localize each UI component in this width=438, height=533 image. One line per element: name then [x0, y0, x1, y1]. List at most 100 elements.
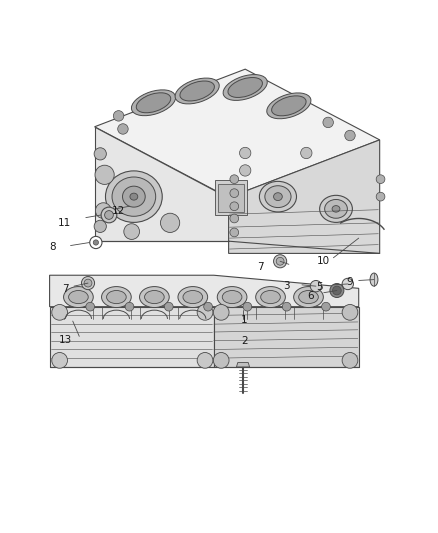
- Text: 13: 13: [59, 335, 72, 345]
- Ellipse shape: [274, 193, 283, 200]
- Circle shape: [197, 304, 213, 320]
- Polygon shape: [49, 275, 359, 306]
- Circle shape: [332, 286, 341, 295]
- Ellipse shape: [293, 287, 323, 308]
- Ellipse shape: [272, 96, 306, 116]
- Circle shape: [300, 147, 312, 159]
- Ellipse shape: [175, 78, 219, 104]
- Text: 7: 7: [62, 284, 69, 294]
- Circle shape: [93, 240, 99, 245]
- Ellipse shape: [370, 273, 378, 286]
- Circle shape: [90, 236, 102, 248]
- Circle shape: [84, 279, 92, 287]
- Circle shape: [95, 203, 111, 219]
- Polygon shape: [218, 183, 244, 212]
- Circle shape: [52, 304, 67, 320]
- Ellipse shape: [180, 81, 215, 101]
- Text: 6: 6: [307, 291, 314, 301]
- Circle shape: [230, 202, 239, 211]
- Circle shape: [95, 165, 114, 184]
- Circle shape: [342, 304, 358, 320]
- Circle shape: [230, 175, 239, 183]
- Text: 9: 9: [346, 277, 353, 287]
- Circle shape: [213, 304, 229, 320]
- Circle shape: [94, 148, 106, 160]
- Circle shape: [323, 117, 333, 128]
- Circle shape: [101, 207, 117, 223]
- Circle shape: [230, 214, 239, 223]
- Ellipse shape: [217, 287, 247, 308]
- Circle shape: [342, 278, 353, 289]
- Polygon shape: [49, 306, 214, 367]
- Ellipse shape: [183, 290, 203, 304]
- Circle shape: [330, 284, 344, 297]
- Ellipse shape: [140, 287, 169, 308]
- Circle shape: [310, 280, 321, 292]
- Text: 7: 7: [257, 262, 264, 271]
- Ellipse shape: [256, 287, 286, 308]
- Circle shape: [243, 302, 252, 311]
- Text: 8: 8: [49, 242, 56, 252]
- Polygon shape: [95, 69, 380, 198]
- Ellipse shape: [332, 206, 340, 212]
- Text: 5: 5: [316, 282, 323, 293]
- Circle shape: [105, 211, 113, 220]
- Ellipse shape: [178, 287, 208, 308]
- Circle shape: [204, 302, 212, 311]
- Circle shape: [240, 165, 251, 176]
- Ellipse shape: [261, 290, 280, 304]
- Ellipse shape: [228, 77, 262, 98]
- Ellipse shape: [69, 290, 88, 304]
- Circle shape: [276, 257, 284, 265]
- Ellipse shape: [136, 93, 171, 113]
- Circle shape: [345, 130, 355, 141]
- Polygon shape: [237, 362, 250, 367]
- Ellipse shape: [112, 177, 155, 216]
- Circle shape: [376, 175, 385, 183]
- Ellipse shape: [64, 287, 93, 308]
- Text: 10: 10: [317, 256, 330, 266]
- Circle shape: [376, 192, 385, 201]
- Circle shape: [113, 111, 124, 121]
- Ellipse shape: [320, 195, 353, 222]
- Ellipse shape: [259, 181, 297, 212]
- Circle shape: [125, 302, 134, 311]
- Circle shape: [124, 224, 140, 239]
- Text: 11: 11: [57, 218, 71, 228]
- Circle shape: [164, 302, 173, 311]
- Circle shape: [213, 352, 229, 368]
- Circle shape: [230, 228, 239, 237]
- Ellipse shape: [223, 75, 267, 100]
- Circle shape: [94, 220, 106, 232]
- Ellipse shape: [106, 290, 126, 304]
- Circle shape: [240, 147, 251, 159]
- Ellipse shape: [267, 93, 311, 119]
- Text: 2: 2: [241, 336, 247, 346]
- Ellipse shape: [130, 193, 138, 200]
- Circle shape: [342, 352, 358, 368]
- Circle shape: [81, 277, 95, 289]
- Circle shape: [283, 302, 291, 311]
- Circle shape: [160, 213, 180, 232]
- Ellipse shape: [123, 186, 145, 207]
- Polygon shape: [215, 180, 247, 215]
- Polygon shape: [95, 127, 229, 241]
- Ellipse shape: [145, 290, 164, 304]
- Circle shape: [274, 255, 287, 268]
- Text: 12: 12: [112, 206, 125, 216]
- Circle shape: [197, 352, 213, 368]
- Ellipse shape: [102, 287, 131, 308]
- Polygon shape: [214, 306, 359, 367]
- Polygon shape: [229, 140, 380, 253]
- Ellipse shape: [299, 290, 318, 304]
- Circle shape: [52, 352, 67, 368]
- Ellipse shape: [325, 199, 347, 218]
- Text: 3: 3: [283, 281, 290, 291]
- Circle shape: [118, 124, 128, 134]
- Ellipse shape: [265, 185, 291, 207]
- Ellipse shape: [106, 171, 162, 222]
- Circle shape: [86, 302, 95, 311]
- Text: 1: 1: [241, 315, 247, 325]
- Circle shape: [230, 189, 239, 198]
- Ellipse shape: [222, 290, 242, 304]
